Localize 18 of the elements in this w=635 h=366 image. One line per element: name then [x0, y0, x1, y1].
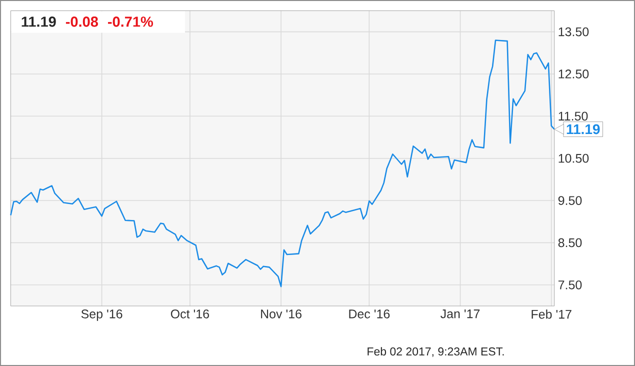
x-tick-label: Jan '17	[440, 310, 480, 318]
text: Feb 02 2017, 9:23AM EST.	[368, 347, 504, 357]
y-tick-label: 7.50	[558, 280, 582, 290]
annotation: 11.19	[22, 16, 56, 27]
x-tick-label: Dec '16	[349, 310, 390, 318]
annotation: -0.71%	[108, 16, 153, 27]
y-tick-label: 12.50	[558, 70, 589, 78]
y-tick-label: 8.50	[558, 238, 582, 248]
y-tick-label: 13.50	[558, 27, 589, 36]
x-tick-label: Sep '16	[81, 310, 122, 321]
y-tick-label: 11.50	[558, 112, 588, 121]
x-tick-label: Nov '16	[261, 310, 302, 318]
x-tick-label: Oct '16	[170, 310, 209, 318]
annotation: 11.19	[566, 124, 600, 134]
annotation: -0.08	[66, 16, 98, 27]
y-tick-label: 10.50	[558, 154, 589, 163]
x-tick-label: Feb '17	[532, 310, 572, 319]
y-tick-label: 9.50	[558, 196, 582, 205]
